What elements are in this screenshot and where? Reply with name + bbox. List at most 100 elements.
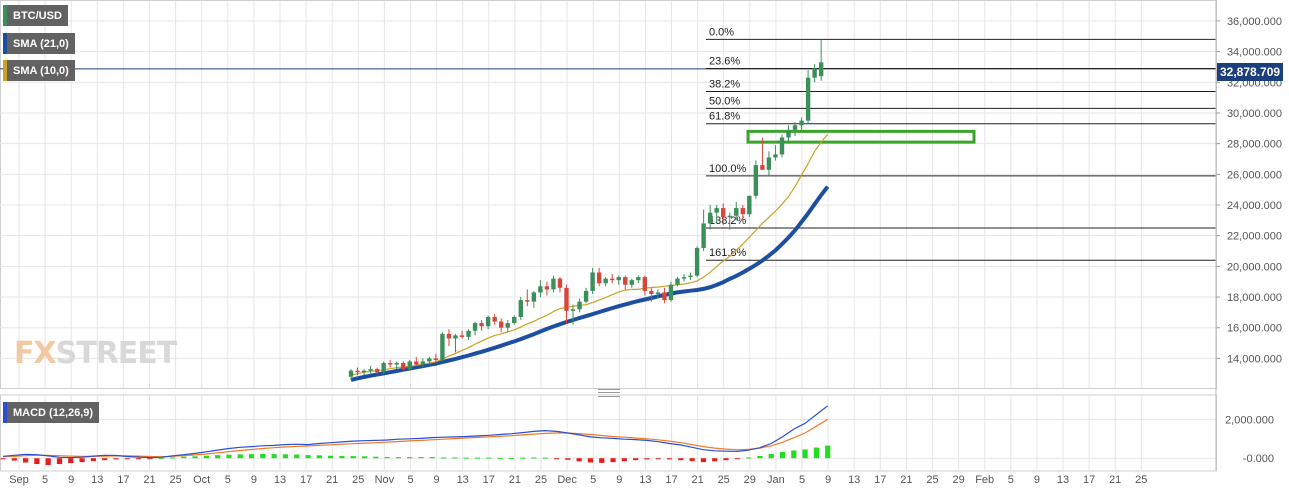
candle	[818, 39, 824, 81]
candle	[512, 315, 517, 325]
candle-body	[721, 208, 726, 218]
candle-body	[570, 309, 576, 311]
macd-histogram-bar	[486, 457, 492, 459]
x-tick-label: Nov	[375, 474, 395, 486]
candle-body	[401, 362, 406, 370]
macd-histogram-bar	[34, 458, 40, 465]
candle	[440, 332, 445, 362]
x-tick-label: 21	[900, 474, 912, 486]
macd-histogram-bar	[45, 458, 51, 466]
macd-histogram-bar	[373, 456, 379, 459]
x-tick-label: 5	[1008, 474, 1014, 486]
candle	[492, 313, 497, 325]
candle-body	[544, 286, 550, 290]
y-tick-label: 18,000.000	[1227, 292, 1282, 304]
candle	[668, 281, 674, 302]
x-tick-label: 21	[1109, 474, 1121, 486]
x-tick-label: 9	[68, 474, 74, 486]
candle	[642, 275, 648, 296]
candle-body	[636, 277, 641, 281]
candle-body	[518, 300, 523, 317]
candle-body	[551, 278, 556, 290]
candle	[629, 278, 634, 288]
candle	[688, 272, 693, 281]
candle	[610, 274, 615, 284]
x-tick-label: 17	[874, 474, 886, 486]
candle-body	[649, 290, 654, 294]
x-tick-label: 5	[225, 474, 231, 486]
candle-body	[753, 165, 759, 196]
candle	[551, 275, 556, 293]
candle-body	[596, 272, 602, 284]
macd-histogram-bar	[497, 457, 503, 459]
symbol-label[interactable]: BTC/USD	[3, 5, 68, 26]
macd-histogram-bar	[169, 457, 176, 459]
macd-histogram-bar	[440, 457, 447, 459]
macd-label[interactable]: MACD (12,26,9)	[3, 402, 100, 423]
candle-body	[427, 358, 432, 362]
macd-histogram-bar	[79, 458, 85, 463]
candle-body	[818, 62, 824, 77]
x-tick-label: 21	[509, 474, 521, 486]
macd-histogram-bar	[599, 458, 605, 463]
candle	[675, 277, 680, 287]
candle	[799, 117, 804, 130]
candle	[792, 122, 798, 136]
x-tick-label: 17	[483, 474, 495, 486]
pane-resize-handle[interactable]	[598, 389, 620, 397]
candle-body	[459, 335, 465, 337]
candle-body	[799, 120, 804, 126]
x-tick-label: 25	[169, 474, 181, 486]
macd-histogram-bar	[655, 458, 661, 460]
macd-histogram-bar	[158, 457, 164, 459]
candle	[766, 151, 772, 176]
macd-histogram-bar	[633, 458, 639, 461]
candle	[753, 160, 759, 199]
sma21-line	[350, 185, 830, 382]
candle	[623, 275, 628, 290]
x-tick-label: 17	[300, 474, 312, 486]
candle	[557, 277, 563, 293]
candle-body	[348, 370, 354, 377]
x-tick-label: 25	[718, 474, 730, 486]
x-tick-label: Dec	[557, 474, 577, 486]
macd-histogram-bar	[316, 455, 322, 459]
x-tick-label: 9	[1034, 474, 1040, 486]
candle	[505, 320, 510, 333]
candle	[420, 358, 426, 368]
macd-color-swatch	[3, 402, 7, 423]
x-tick-label: Jan	[767, 474, 785, 486]
candle-body	[433, 358, 439, 360]
sma21-label[interactable]: SMA (21,0)	[3, 33, 75, 54]
candle-body	[642, 277, 648, 291]
candle-body	[668, 284, 674, 301]
candle	[446, 329, 452, 347]
sma10-line	[350, 134, 829, 376]
macd-histogram-bar	[779, 452, 786, 459]
x-tick-label: 5	[799, 474, 805, 486]
candle-body	[740, 208, 745, 215]
candle-body	[707, 212, 713, 224]
candle	[407, 359, 412, 371]
macd-line	[2, 405, 829, 459]
candle-body	[805, 77, 811, 121]
macd-histogram-bar	[339, 455, 345, 459]
x-tick-label: 21	[326, 474, 338, 486]
candle	[596, 267, 602, 287]
candle	[655, 289, 661, 299]
fib-level-label: 50.0%	[709, 95, 740, 107]
sma10-label[interactable]: SMA (10,0)	[3, 60, 75, 81]
candle-body	[440, 333, 445, 360]
macd-histogram-bar	[407, 457, 413, 459]
macd-histogram-bar	[305, 455, 311, 459]
candle-body	[394, 362, 399, 365]
macd-histogram-bar	[463, 457, 469, 459]
x-tick-label: 17	[1083, 474, 1095, 486]
macd-histogram-bar	[768, 453, 774, 459]
macd-histogram-bar	[734, 458, 740, 460]
candle	[707, 205, 713, 230]
macd-histogram-bar	[11, 458, 17, 461]
macd-histogram-bar	[147, 458, 153, 460]
candle-body	[479, 323, 484, 327]
candle	[544, 281, 550, 296]
